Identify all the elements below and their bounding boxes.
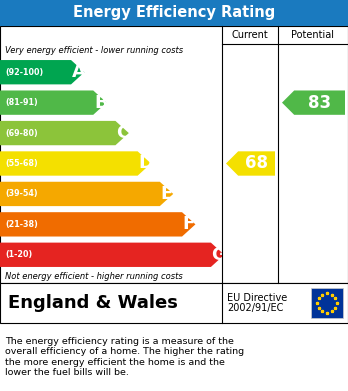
Text: England & Wales: England & Wales [8,294,178,312]
Polygon shape [226,151,275,176]
Text: Very energy efficient - lower running costs: Very energy efficient - lower running co… [5,46,183,55]
Text: The energy efficiency rating is a measure of the
overall efficiency of a home. T: The energy efficiency rating is a measur… [5,337,244,377]
Text: G: G [212,246,227,264]
Text: C: C [116,124,129,142]
Text: (1-20): (1-20) [5,250,32,259]
Bar [0,0,348,26]
Bar [0,26,348,283]
Text: (92-100): (92-100) [5,68,43,77]
Text: 83: 83 [308,93,331,112]
Text: 2002/91/EC: 2002/91/EC [227,303,283,313]
Polygon shape [0,212,196,237]
Polygon shape [282,90,345,115]
Polygon shape [0,242,224,267]
Text: E: E [160,185,173,203]
Text: (81-91): (81-91) [5,98,38,107]
Text: Energy Efficiency Rating: Energy Efficiency Rating [73,5,275,20]
Text: Potential: Potential [292,30,334,40]
Text: A: A [72,63,86,81]
Text: Not energy efficient - higher running costs: Not energy efficient - higher running co… [5,272,183,281]
Text: (21-38): (21-38) [5,220,38,229]
Text: (69-80): (69-80) [5,129,38,138]
Polygon shape [0,60,85,84]
Text: B: B [94,93,108,112]
Text: (55-68): (55-68) [5,159,38,168]
Text: (39-54): (39-54) [5,189,38,198]
Text: F: F [183,215,195,233]
Text: 68: 68 [245,154,268,172]
Text: Current: Current [232,30,268,40]
Polygon shape [0,182,173,206]
Bar [311,288,343,318]
Bar [0,283,348,323]
Polygon shape [0,90,106,115]
Polygon shape [0,151,151,176]
Text: EU Directive: EU Directive [227,293,287,303]
Polygon shape [0,121,129,145]
Text: D: D [138,154,153,172]
